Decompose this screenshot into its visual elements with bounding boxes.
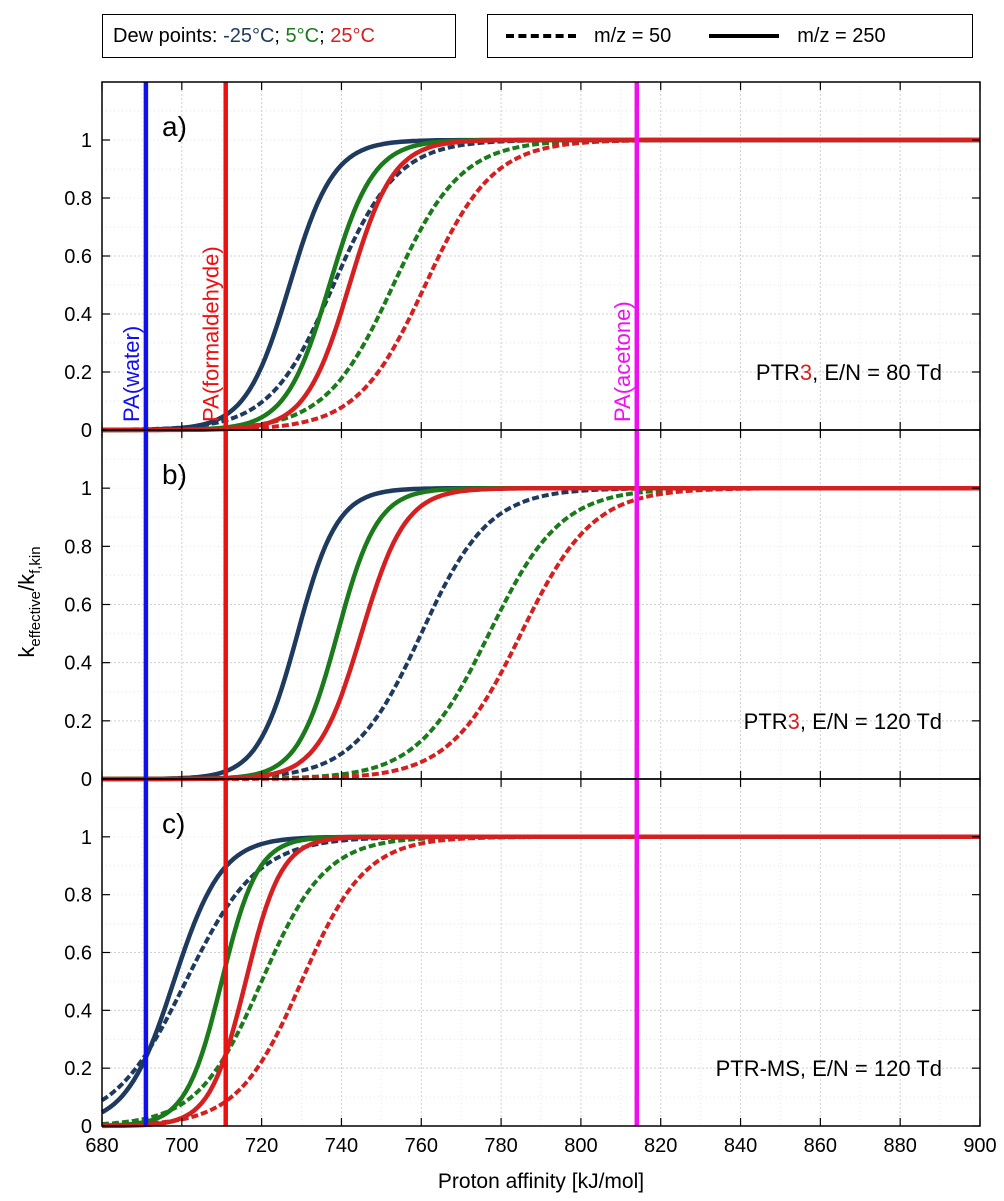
x-tick-label: 700: [165, 1135, 198, 1157]
y-tick-label: 0.2: [64, 1058, 92, 1080]
y-axis-label-slash: /k: [14, 573, 39, 591]
x-tick-label: 820: [644, 1135, 677, 1157]
y-tick-label: 0.6: [64, 246, 92, 268]
y-axis-label-main: k: [14, 646, 39, 658]
series-line-dew25-mz250: [102, 834, 980, 1129]
x-tick-label: 760: [405, 1135, 438, 1157]
dew-legend-label: Dew points:: [113, 24, 218, 47]
series-line-dew5-mz50: [102, 486, 980, 781]
panel-label-prefix: PTR: [756, 360, 800, 385]
y-tick-label: 0.2: [64, 711, 92, 733]
y-tick-label: 1: [81, 130, 92, 152]
x-tick-label: 800: [564, 1135, 597, 1157]
dew-point-legend: Dew points: -25°C; 5°C; 25°C: [102, 14, 456, 58]
y-tick-label: 0.8: [64, 885, 92, 907]
panel-label-suffix: , E/N = 80 Td: [812, 360, 942, 385]
panel-label-highlight: 3: [788, 709, 800, 734]
dew-legend-separator: ;: [274, 24, 280, 47]
dew-legend-item-25: 25°C: [330, 24, 375, 47]
y-tick-label: 1: [81, 827, 92, 849]
series-line-dew-25-mz250: [102, 485, 980, 782]
y-tick-label: 0.4: [64, 653, 92, 675]
y-axis-label-sub1: effective: [27, 591, 44, 647]
series-line-dew-25-mz50: [102, 486, 980, 781]
x-axis-label: Proton affinity [kJ/mol]: [438, 1170, 644, 1193]
dashed-line-swatch: [506, 34, 576, 38]
reference-label-paformaldehyde: PA(formaldehyde): [199, 246, 224, 422]
x-tick-label: 680: [85, 1135, 118, 1157]
x-tick-label: 840: [724, 1135, 757, 1157]
reference-lines-layer: [143, 82, 640, 1126]
panel-condition-label: PTR3, E/N = 80 Td: [756, 360, 942, 385]
series-line-dew25-mz250: [102, 137, 980, 433]
frame-layer: [101, 81, 981, 1127]
reference-label-pawater: PA(water): [119, 326, 144, 422]
series-line-dew25-mz250: [102, 485, 980, 782]
series-line-dew5-mz250: [102, 485, 980, 782]
panel-condition-label: PTR3, E/N = 120 Td: [744, 709, 942, 734]
mz-legend: m/z = 50 m/z = 250: [487, 14, 973, 58]
dew-legend-item-5: 5°C: [285, 24, 320, 47]
panel-condition-label: PTR-MS, E/N = 120 Td: [716, 1056, 942, 1081]
x-tick-label: 900: [963, 1135, 996, 1157]
y-tick-label: 0.6: [64, 943, 92, 965]
mz-legend-solid-label: m/z = 250: [797, 24, 886, 47]
y-tick-label: 0: [81, 769, 92, 791]
grid-layer: [101, 81, 981, 1127]
y-tick-label: 0.4: [64, 1000, 92, 1022]
panel-tag: c): [162, 808, 185, 839]
x-tick-label: 860: [804, 1135, 837, 1157]
labels-layer: 00.20.40.60.81 a)PTR3, E/N = 80 Td00.20.4…: [64, 111, 997, 1157]
x-tick-label: 720: [245, 1135, 278, 1157]
series-line-dew5-mz250: [101, 834, 980, 1128]
panel-tag: a): [162, 111, 187, 142]
panel-frame: [101, 778, 981, 1127]
y-tick-label: 0: [81, 420, 92, 442]
panel-label-prefix: PTR: [744, 709, 788, 734]
reference-label-paacetone: PA(acetone): [610, 301, 635, 422]
solid-line-swatch: [709, 34, 780, 38]
y-tick-label: 1: [81, 478, 92, 500]
x-tick-label: 880: [883, 1135, 916, 1157]
y-axis-label-sub2: f,kin: [27, 546, 44, 574]
dew-legend-item-minus25: -25°C: [223, 24, 275, 47]
y-tick-label: 0.8: [64, 188, 92, 210]
panel-label-suffix: , E/N = 120 Td: [800, 709, 942, 734]
panel-label-prefix: PTR-MS, E/N = 120 Td: [716, 1056, 942, 1081]
curves-layer: [100, 137, 980, 1129]
y-tick-label: 0: [81, 1116, 92, 1138]
y-tick-label: 0.6: [64, 595, 92, 617]
x-tick-label: 780: [484, 1135, 517, 1157]
x-tick-label: 740: [325, 1135, 358, 1157]
y-tick-label: 0.2: [64, 362, 92, 384]
y-tick-label: 0.8: [64, 536, 92, 558]
mz-legend-dashed-label: m/z = 50: [594, 24, 672, 47]
series-line-dew25-mz50: [102, 486, 980, 781]
panel-label-highlight: 3: [800, 360, 812, 385]
panel-tag: b): [162, 459, 187, 490]
y-tick-label: 0.4: [64, 304, 92, 326]
series-line-dew25-mz50: [102, 834, 980, 1128]
dew-legend-separator: ;: [319, 24, 325, 47]
y-axis-label: keffective/kf,kin: [14, 546, 44, 657]
